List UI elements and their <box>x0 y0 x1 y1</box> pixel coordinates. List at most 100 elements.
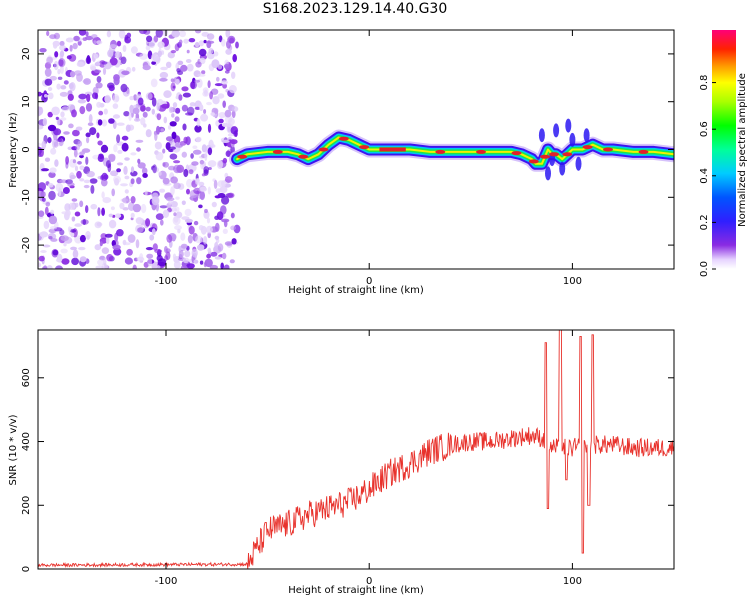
noise-blob <box>85 205 89 214</box>
ridge-hotspot <box>318 147 329 152</box>
y-tick-label: 0 <box>21 146 32 152</box>
noise-blob <box>79 200 84 208</box>
noise-blob <box>214 83 223 87</box>
noise-blob <box>163 116 168 124</box>
noise-blob <box>199 260 204 265</box>
noise-blob <box>53 141 59 148</box>
noise-blob <box>136 177 142 185</box>
noise-blob <box>113 144 118 153</box>
noise-blob <box>55 116 59 120</box>
noise-blob <box>169 153 178 160</box>
noise-blob <box>155 151 164 161</box>
noise-blob <box>232 54 237 63</box>
noise-blob <box>159 71 169 79</box>
noise-blob <box>191 248 198 258</box>
noise-blob <box>108 85 115 92</box>
noise-blob <box>195 235 203 244</box>
noise-blob <box>210 251 218 257</box>
spectrogram-x-axis-label: Height of straight line (km) <box>288 285 424 296</box>
noise-blob <box>145 92 153 100</box>
noise-blob <box>38 146 42 155</box>
noise-blob <box>69 174 77 180</box>
noise-blob <box>165 61 172 68</box>
noise-blob <box>217 243 224 252</box>
noise-blob <box>146 253 154 259</box>
noise-blob <box>220 262 224 269</box>
ridge-burst <box>538 128 545 143</box>
noise-blob <box>49 167 57 174</box>
noise-blob <box>170 82 176 92</box>
noise-blob <box>125 124 131 132</box>
ridge-hotspot <box>603 147 613 152</box>
noise-blob <box>108 154 116 162</box>
noise-blob <box>121 70 130 76</box>
noise-blob <box>44 78 53 86</box>
noise-blob <box>104 94 111 104</box>
ridge-hotspot <box>298 154 309 159</box>
noise-blob <box>225 150 231 157</box>
colorbar-tick-label: 0.0 <box>699 261 710 277</box>
noise-blob <box>108 219 117 229</box>
noise-blob <box>192 145 198 149</box>
noise-blob <box>128 112 132 122</box>
noise-blob <box>200 225 207 235</box>
noise-blob <box>231 238 237 245</box>
noise-blob <box>152 243 158 251</box>
x-tick-label: 0 <box>366 576 372 587</box>
noise-region <box>38 30 241 269</box>
noise-blob <box>77 99 87 104</box>
noise-blob <box>229 37 235 44</box>
noise-blob <box>154 249 163 254</box>
noise-blob <box>67 226 72 232</box>
noise-blob <box>159 77 168 82</box>
noise-blob <box>100 144 109 153</box>
noise-blob <box>177 60 184 66</box>
noise-blob <box>65 156 69 165</box>
noise-blob <box>96 76 102 83</box>
noise-blob <box>46 30 50 37</box>
noise-blob <box>174 225 182 231</box>
noise-blob <box>151 61 157 65</box>
noise-blob <box>151 228 156 236</box>
noise-blob <box>65 37 74 43</box>
y-tick-label: 400 <box>21 432 32 451</box>
noise-blob <box>67 93 74 101</box>
noise-blob <box>180 243 188 249</box>
noise-blob <box>54 51 59 58</box>
noise-blob <box>170 50 177 54</box>
noise-blob <box>109 44 117 49</box>
noise-blob <box>40 191 46 198</box>
noise-blob <box>50 148 57 155</box>
noise-blob <box>69 44 73 52</box>
noise-blob <box>79 178 85 182</box>
noise-blob <box>120 56 127 65</box>
noise-blob <box>130 212 135 219</box>
noise-blob <box>47 182 54 188</box>
noise-blob <box>130 196 136 204</box>
noise-blob <box>202 87 209 94</box>
noise-blob <box>197 244 205 251</box>
noise-blob <box>100 233 107 240</box>
noise-blob <box>79 256 87 263</box>
snr-panel: -100 0 100 0 200 400 600 Height of straight li… <box>8 329 675 596</box>
noise-blob <box>147 257 152 267</box>
noise-blob <box>211 59 220 69</box>
noise-blob <box>94 244 102 251</box>
noise-blob <box>224 176 233 183</box>
y-tick-label: -10 <box>21 189 32 205</box>
noise-blob <box>94 62 101 67</box>
noise-blob <box>78 93 87 100</box>
noise-blob <box>186 63 194 72</box>
noise-blob <box>43 265 48 269</box>
noise-blob <box>89 127 97 136</box>
noise-blob <box>156 113 162 121</box>
noise-blob <box>97 259 105 266</box>
noise-blob <box>113 175 122 183</box>
noise-blob <box>221 38 226 47</box>
noise-blob <box>79 106 86 115</box>
noise-blob <box>184 218 193 223</box>
noise-blob <box>183 136 188 144</box>
noise-blob <box>123 165 128 175</box>
noise-blob <box>221 180 227 188</box>
